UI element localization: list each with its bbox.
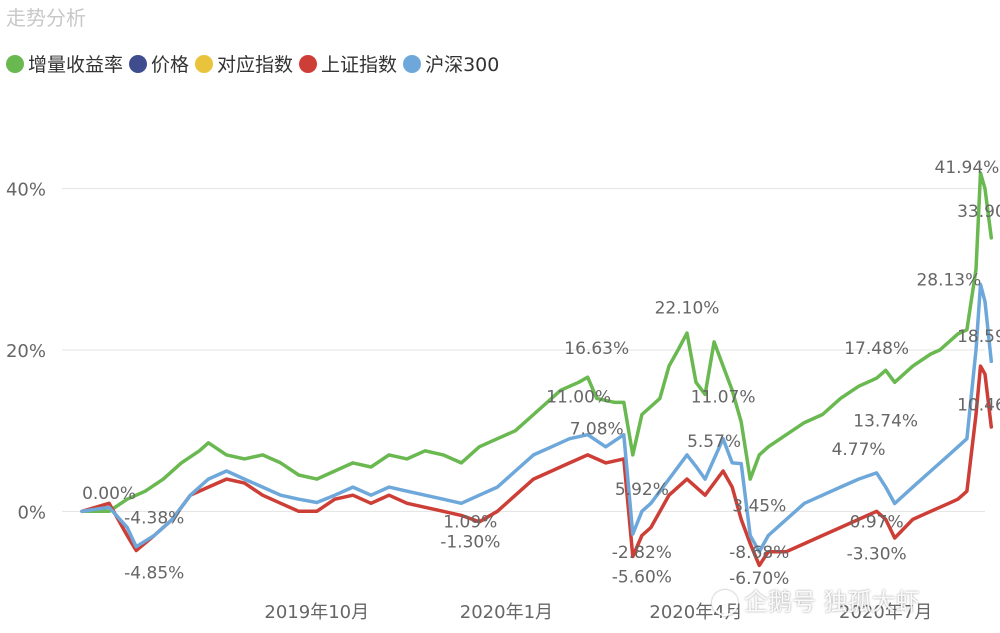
data-label-20: -1.30% [440,533,500,553]
legend-item-3[interactable]: 上证指数 [299,50,397,77]
x-tick-label-1: 2020年1月 [460,602,553,623]
data-label-16: 0.00% [82,484,136,504]
legend-label: 价格 [151,54,190,76]
legend-dot-icon [403,54,422,73]
data-label-26: -6.70% [729,569,789,589]
data-label-23: -2.82% [612,543,672,563]
series-lines [80,171,994,568]
legend-label: 上证指数 [321,54,398,76]
data-labels: 41.94% 33.90% 28.13% 18.59% 22.10% 16.63% 17.4… [82,158,1000,589]
y-tick-label-0: 40% [6,180,46,201]
legend-dot-icon [6,54,24,73]
data-label-5: 16.63% [564,339,629,359]
legend-dot-icon [299,54,318,73]
legend-label: 对应指数 [217,54,294,76]
data-label-8: 11.00% [546,387,611,407]
x-axis-ticks: 2019年10月 2020年1月 2020年4月 2020年7月 [264,602,932,623]
legend: 增量收益率 价格 对应指数 上证指数 沪深300 [6,50,505,77]
data-label-21: 0.97% [850,512,904,532]
data-label-3: 18.59% [957,327,1000,347]
legend-dot-icon [129,54,148,73]
data-label-22: -3.30% [847,545,907,565]
gridlines [62,188,985,512]
data-label-18: -4.85% [124,563,184,583]
watermark-text: 企鹅号 独孤大虾 [744,588,920,616]
data-label-11: 7.08% [570,420,624,440]
data-label-2: 28.13% [916,270,981,290]
chart-title: 走势分析 [6,6,86,30]
data-label-9: 11.07% [691,387,756,407]
legend-item-4[interactable]: 沪深300 [403,50,499,77]
legend-item-0[interactable]: 增量收益率 [6,50,123,77]
x-tick-label-3: 2020年7月 [839,602,932,623]
watermark: 企鹅号 独孤大虾 [712,582,920,617]
series-line-0 [80,171,994,514]
data-label-13: 4.77% [832,440,886,460]
legend-item-1[interactable]: 价格 [129,50,189,77]
x-tick-label-0: 2019年10月 [264,602,369,623]
series-line-4 [80,282,994,554]
data-label-6: 17.48% [844,339,909,359]
data-label-15: 3.45% [732,496,786,516]
penguin-logo-icon [712,590,738,616]
y-tick-label-1: 20% [6,341,46,362]
series-line-3 [80,364,994,568]
data-label-17: -4.38% [124,508,184,528]
data-label-19: 1.09% [443,512,497,532]
legend-item-2[interactable]: 对应指数 [195,50,293,77]
data-label-14: 5.92% [615,480,669,500]
legend-label: 沪深300 [425,54,500,76]
y-tick-label-2: 0% [17,502,46,523]
legend-label: 增量收益率 [28,54,124,76]
data-label-10: 10.46% [957,396,1000,416]
data-label-0: 41.94% [935,158,1000,178]
data-label-25: -8.68% [729,543,789,563]
data-label-24: -5.60% [612,567,672,587]
legend-dot-icon [195,54,214,73]
data-label-12: 5.57% [687,432,741,452]
y-axis-ticks: 40% 20% 0% [6,180,46,524]
data-label-1: 33.90% [957,202,1000,222]
data-label-4: 22.10% [655,299,720,319]
data-label-7: 13.74% [853,412,918,432]
